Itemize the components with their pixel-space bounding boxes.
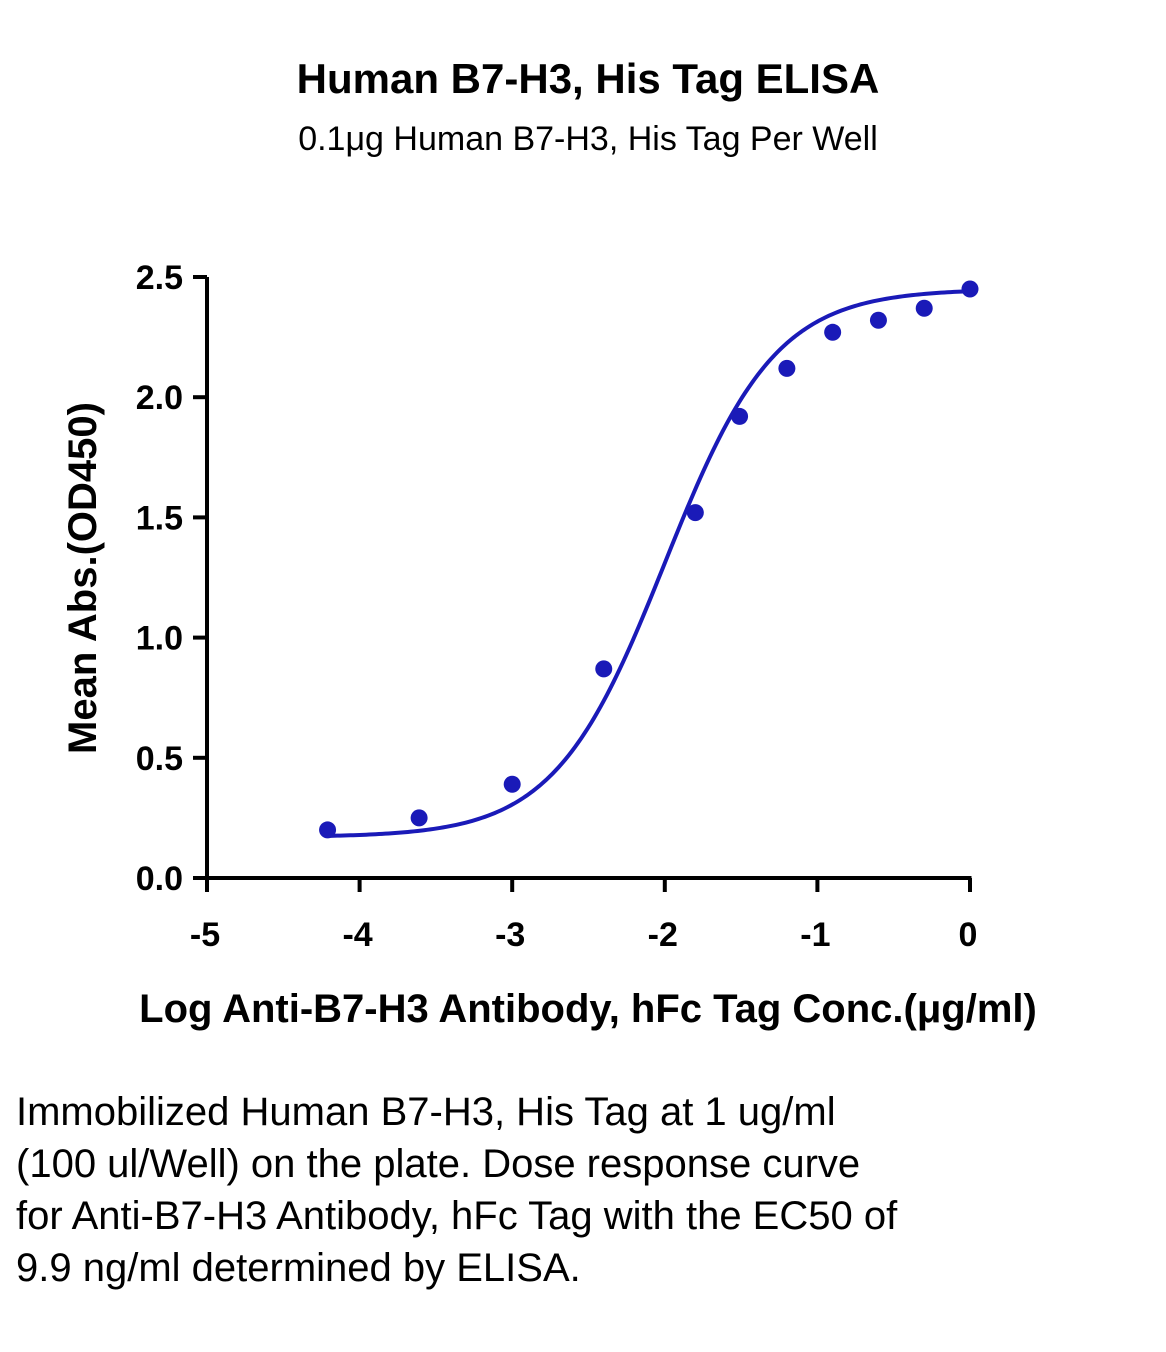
data-point: [410, 809, 428, 827]
data-point: [869, 311, 887, 329]
x-tick-label: -3: [495, 916, 525, 954]
data-point: [778, 359, 796, 377]
data-point: [595, 660, 613, 678]
chart-subtitle: 0.1μg Human B7-H3, His Tag Per Well: [298, 120, 878, 158]
figure-caption: Immobilized Human B7-H3, His Tag at 1 ug…: [16, 1090, 898, 1290]
x-tick-label: -4: [342, 916, 372, 954]
fit-curve: [327, 289, 971, 838]
data-point: [503, 775, 521, 793]
y-tick-label: 0.5: [136, 740, 183, 778]
y-tick-label: 0.0: [136, 860, 183, 898]
data-point: [824, 323, 842, 341]
y-axis-title: Mean Abs.(OD450): [61, 402, 105, 754]
y-tick-label: 2.5: [136, 259, 183, 297]
x-tick-label: -2: [648, 916, 678, 954]
x-tick-label: -1: [800, 916, 830, 954]
y-tick-label: 1.0: [136, 620, 183, 658]
x-tick-label: -5: [190, 916, 220, 954]
data-point: [686, 504, 704, 522]
data-point: [915, 299, 933, 317]
x-tick-label: 0: [959, 916, 978, 954]
data-point: [319, 821, 337, 839]
data-point: [731, 407, 749, 425]
data-point: [961, 280, 979, 298]
data-points: [319, 280, 979, 839]
y-tick-label: 1.5: [136, 499, 183, 537]
elisa-chart: Human B7-H3, His Tag ELISA 0.1μg Human B…: [61, 55, 1037, 1031]
x-axis-title: Log Anti-B7-H3 Antibody, hFc Tag Conc.(μ…: [139, 987, 1037, 1031]
axes: 0.0 0.5 1.0 1.5 2.0 2.5 -5 -4 -3 -2 -1 0: [136, 259, 978, 954]
chart-title: Human B7-H3, His Tag ELISA: [297, 55, 880, 102]
y-tick-label: 2.0: [136, 379, 183, 417]
